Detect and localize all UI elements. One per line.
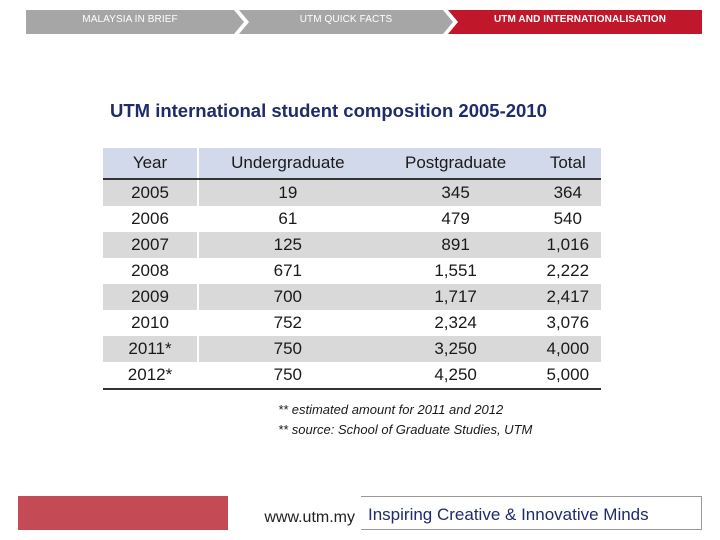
tab-malaysia-in-brief[interactable]: MALAYSIA IN BRIEF [82,14,178,25]
cell-postgraduate: 4,250 [376,362,535,390]
nav-tab-internationalisation-shape [448,10,702,34]
cell-year: 2007 [103,232,199,258]
cell-postgraduate: 891 [376,232,535,258]
tab-utm-quick-facts[interactable]: UTM QUICK FACTS [299,14,393,25]
header-postgraduate: Postgraduate [376,148,535,180]
table-row: 2007 125 891 1,016 [103,232,601,258]
cell-year: 2009 [103,284,199,310]
footnote-source: ** source: School of Graduate Studies, U… [278,422,533,437]
table-row: 2008 671 1,551 2,222 [103,258,601,284]
student-composition-table: Year Undergraduate Postgraduate Total 20… [103,148,601,390]
cell-postgraduate: 479 [441,209,470,228]
table-row: 2010 752 2,324 3,076 [103,310,601,336]
cell-postgraduate: 2,324 [434,313,477,332]
nav-chevrons [26,10,702,34]
cell-undergraduate: 752 [273,313,302,332]
header-total: Total [534,148,601,180]
cell-undergraduate: 19 [198,179,377,206]
cell-total: 364 [534,179,601,206]
cell-total: 2,222 [546,261,590,280]
table-row: 2012* 750 4,250 5,000 [103,362,601,390]
cell-postgraduate: 345 [376,179,535,206]
cell-postgraduate: 1,551 [434,261,477,280]
top-navigation: MALAYSIA IN BRIEF UTM QUICK FACTS UTM AN… [0,0,720,42]
footer-tagline-box: Inspiring Creative & Innovative Minds [361,496,702,530]
footer-url-box: www.utm.my [228,496,361,530]
cell-total: 3,076 [546,313,590,332]
cell-undergraduate: 700 [198,284,377,310]
cell-undergraduate: 61 [278,209,298,228]
cell-postgraduate: 1,717 [376,284,535,310]
cell-year: 2008 [103,258,199,284]
table-row: 2009 700 1,717 2,417 [103,284,601,310]
nav-tab-quickfacts-shape [239,10,453,34]
footer-url-link[interactable]: www.utm.my [264,509,355,526]
cell-total: 1,016 [534,232,601,258]
cell-undergraduate: 125 [198,232,377,258]
table-header-row: Year Undergraduate Postgraduate Total [103,148,601,180]
cell-year: 2005 [103,179,199,206]
cell-total: 540 [553,209,582,228]
cell-total: 5,000 [534,362,601,390]
header-year: Year [103,148,199,180]
cell-undergraduate: 750 [198,336,377,362]
cell-year: 2006 [103,206,199,232]
table-row: 2005 19 345 364 [103,179,601,206]
cell-undergraduate: 671 [273,261,302,280]
header-undergraduate: Undergraduate [198,148,377,180]
table-row: 2006 61 479 540 [103,206,601,232]
cell-year: 2011* [103,336,199,362]
cell-total: 4,000 [534,336,601,362]
tab-utm-and-internationalisation[interactable]: UTM AND INTERNATIONALISATION [493,14,667,25]
table-row: 2011* 750 3,250 4,000 [103,336,601,362]
cell-postgraduate: 3,250 [376,336,535,362]
cell-total: 2,417 [534,284,601,310]
cell-year: 2010 [103,310,199,336]
page-title: UTM international student composition 20… [110,100,547,121]
footer-tagline: Inspiring Creative & Innovative Minds [368,505,649,524]
nav-tab-malaysia-shape [26,10,244,34]
footnote-estimated: ** estimated amount for 2011 and 2012 [278,402,504,417]
cell-undergraduate: 750 [198,362,377,390]
cell-year: 2012* [103,362,199,390]
